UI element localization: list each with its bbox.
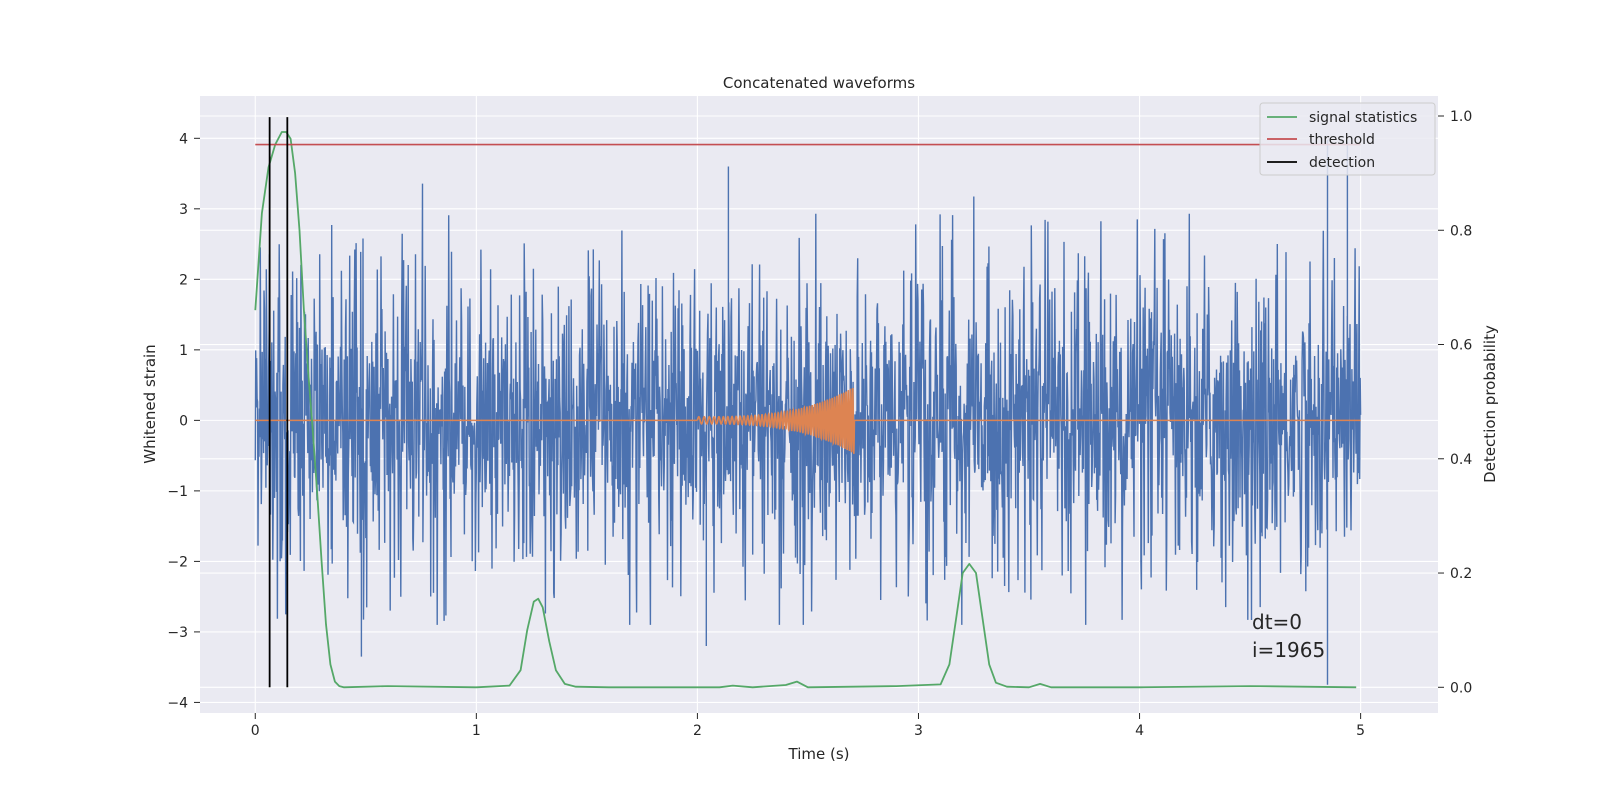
annotation-dt: dt=0 <box>1252 610 1302 634</box>
y2-tick-label: 0.4 <box>1450 452 1472 468</box>
signal-statistics-series <box>254 131 1357 689</box>
legend: signal statistics threshold detection <box>1259 102 1436 176</box>
y2-tick-label: 0.0 <box>1450 680 1472 696</box>
x-tick-label: 1 <box>472 723 481 739</box>
y-tick-label: −4 <box>167 695 188 711</box>
y2-tick-label: 1.0 <box>1450 109 1472 125</box>
strain-line <box>254 139 1362 685</box>
x-tick-label: 3 <box>914 723 923 739</box>
chart-title: Concatenated waveforms <box>723 74 915 92</box>
y-tick-label: −2 <box>167 554 188 570</box>
y2-axis-label: Detection probability <box>1481 325 1499 483</box>
annotation-box: dt=0 i=1965 <box>1252 610 1325 662</box>
y-tick-label: −1 <box>167 484 188 500</box>
y-tick-label: 3 <box>179 202 188 218</box>
x-tick-label: 5 <box>1356 723 1365 739</box>
template-line <box>255 387 1361 454</box>
y-tick-label: 4 <box>179 131 188 147</box>
y-tick-label: 0 <box>179 413 188 429</box>
x-axis-label: Time (s) <box>788 745 850 763</box>
legend-label-detection: detection <box>1309 155 1375 171</box>
detection-series <box>268 117 289 688</box>
strain-series <box>254 139 1362 685</box>
x-tick-label: 4 <box>1135 723 1144 739</box>
template-series <box>255 387 1361 454</box>
legend-label-threshold: threshold <box>1309 132 1375 148</box>
x-tick-label: 0 <box>251 723 260 739</box>
ticks: 0 1 2 3 4 5 −4 −3 −2 −1 0 1 2 3 4 0.0 0.2 0.4 0.6 0.8 1.0 <box>167 109 1472 739</box>
y-axis-label: Whitened strain <box>141 344 159 463</box>
legend-box <box>1259 102 1436 176</box>
y2-tick-label: 0.6 <box>1450 338 1472 354</box>
x-tick-label: 2 <box>693 723 702 739</box>
y-tick-label: 1 <box>179 343 188 359</box>
legend-label-statistics: signal statistics <box>1309 110 1417 126</box>
annotation-index: i=1965 <box>1252 638 1325 662</box>
y-tick-label: −3 <box>167 625 188 641</box>
y-tick-label: 2 <box>179 272 188 288</box>
y2-tick-label: 0.8 <box>1450 223 1472 239</box>
y2-tick-label: 0.2 <box>1450 566 1472 582</box>
signal-statistics-line <box>254 131 1357 689</box>
